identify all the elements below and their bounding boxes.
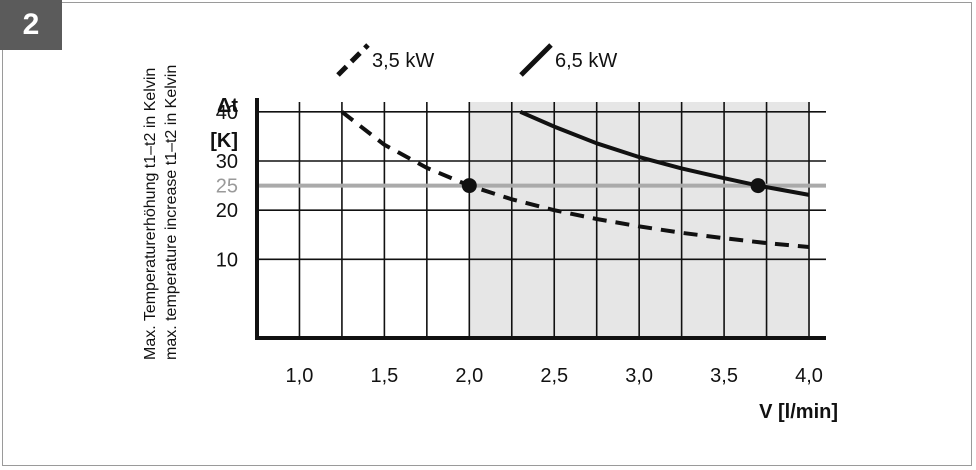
y-tick-label: 20 bbox=[216, 200, 238, 222]
legend-label-2: 6,5 kW bbox=[555, 50, 617, 72]
x-tick-label: 2,5 bbox=[540, 365, 568, 387]
y-tick-label: 30 bbox=[216, 151, 238, 173]
x-axis-label: V [l/min] bbox=[759, 401, 838, 423]
y-axis-unit: [K] bbox=[210, 130, 238, 152]
legend-swatch-1 bbox=[336, 43, 370, 77]
y-axis-title-de: Max. Temperaturerhöhung t1–t2 in Kelvin bbox=[142, 68, 159, 360]
x-tick-label: 2,0 bbox=[455, 365, 483, 387]
series-marker-2 bbox=[750, 178, 766, 194]
y-tick-label: 40 bbox=[216, 102, 238, 124]
y-tick-label: 10 bbox=[216, 249, 238, 271]
y-axis-title-en: max. temperature increase t1–t2 in Kelvi… bbox=[163, 65, 180, 360]
x-tick-label: 1,0 bbox=[286, 365, 314, 387]
x-tick-label: 1,5 bbox=[370, 365, 398, 387]
legend-label-1: 3,5 kW bbox=[372, 50, 434, 72]
x-tick-label: 3,5 bbox=[710, 365, 738, 387]
y-axis-symbol: Δt bbox=[217, 95, 238, 117]
x-tick-label: 4,0 bbox=[795, 365, 823, 387]
x-tick-label: 3,0 bbox=[625, 365, 653, 387]
legend-swatch-2 bbox=[519, 43, 553, 77]
figure-number-badge: 2 bbox=[0, 0, 62, 50]
reference-tick-label: 25 bbox=[216, 176, 238, 198]
series-marker-1 bbox=[461, 178, 477, 194]
series-line-1 bbox=[340, 110, 810, 249]
